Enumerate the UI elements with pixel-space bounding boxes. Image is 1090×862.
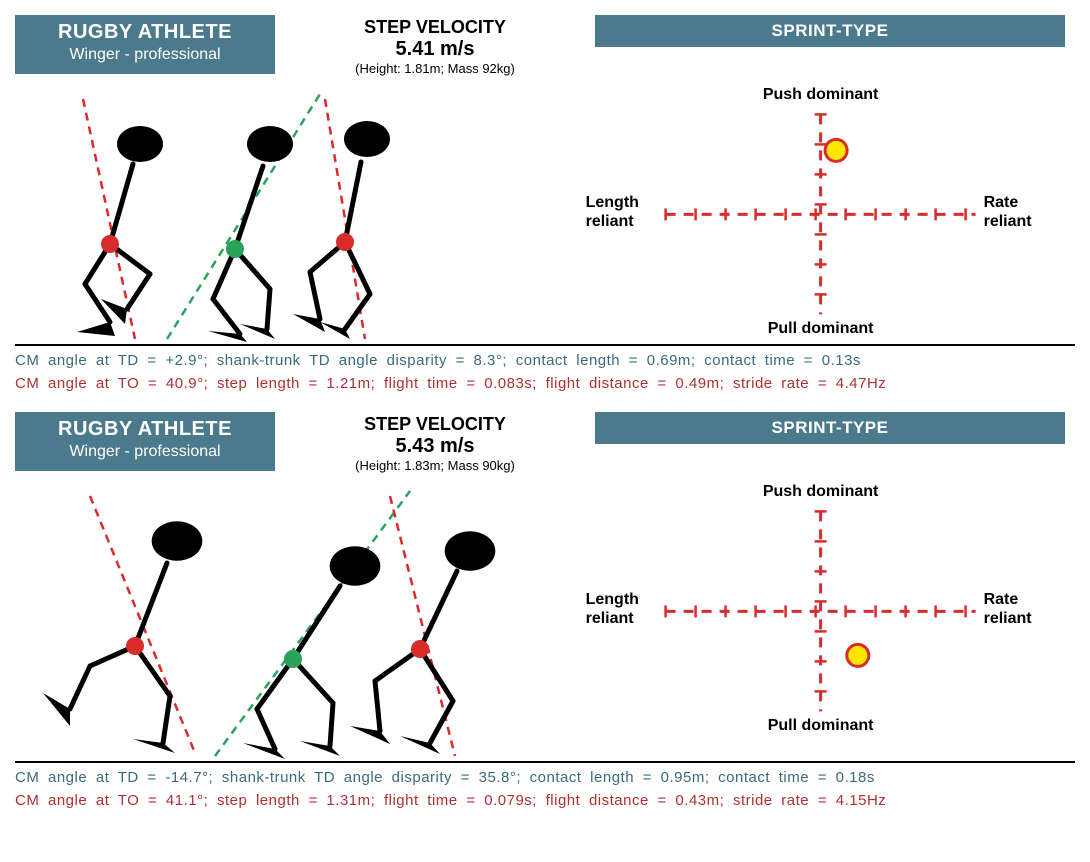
athlete-badge: RUGBY ATHLETE Winger - professional <box>15 412 275 471</box>
axis-label-right: Ratereliant <box>984 591 1062 628</box>
stick-figure-diagram <box>15 74 595 344</box>
sprint-type-header: SPRINT-TYPE <box>595 412 1065 444</box>
figure-cell <box>15 471 595 761</box>
badge-title: RUGBY ATHLETE <box>29 21 261 44</box>
axis-label-bottom: Pull dominant <box>741 320 901 338</box>
figure-cell <box>15 74 595 344</box>
metrics-line-to: CM angle at TO = 40.9°; step length = 1.… <box>15 375 1075 392</box>
velocity-value: 5.41 m/s <box>285 38 585 61</box>
velocity-block: STEP VELOCITY5.43 m/s(Height: 1.83m; Mas… <box>285 412 585 473</box>
velocity-block: STEP VELOCITY5.41 m/s(Height: 1.81m; Mas… <box>285 15 585 76</box>
axis-label-right: Ratereliant <box>984 194 1062 231</box>
panel-header-row: RUGBY ATHLETE Winger - professional STEP V… <box>15 412 1075 473</box>
velocity-value: 5.43 m/s <box>285 435 585 458</box>
velocity-label: STEP VELOCITY <box>285 17 585 38</box>
badge-subtitle: Winger - professional <box>29 443 261 461</box>
panel-body-row: Push dominant Pull dominant Lengthreliant R… <box>15 471 1075 763</box>
athlete-panel: RUGBY ATHLETE Winger - professional STEP V… <box>15 412 1075 809</box>
badge-title: RUGBY ATHLETE <box>29 418 261 441</box>
athlete-panel: RUGBY ATHLETE Winger - professional STEP V… <box>15 15 1075 392</box>
panel-header-row: RUGBY ATHLETE Winger - professional STEP V… <box>15 15 1075 76</box>
panel-body-row: Push dominant Pull dominant Lengthreliant R… <box>15 74 1075 346</box>
metrics-line-to: CM angle at TO = 41.1°; step length = 1.… <box>15 792 1075 809</box>
sprint-type-chart: Push dominantPull dominantLengthreliantR… <box>595 74 1065 344</box>
axis-label-left: Lengthreliant <box>586 194 664 231</box>
metrics-line-td: CM angle at TD = -14.7°; shank-trunk TD … <box>15 769 1075 786</box>
sprint-type-chart: Push dominantPull dominantLengthreliantR… <box>595 471 1065 761</box>
sprint-type-header: SPRINT-TYPE <box>595 15 1065 47</box>
athlete-badge: RUGBY ATHLETE Winger - professional <box>15 15 275 74</box>
axis-label-top: Push dominant <box>741 483 901 501</box>
metrics-line-td: CM angle at TD = +2.9°; shank-trunk TD a… <box>15 352 1075 369</box>
axis-label-bottom: Pull dominant <box>741 717 901 735</box>
stick-figure-diagram <box>15 471 595 761</box>
axis-label-top: Push dominant <box>741 86 901 104</box>
badge-subtitle: Winger - professional <box>29 46 261 64</box>
axis-label-left: Lengthreliant <box>586 591 664 628</box>
velocity-label: STEP VELOCITY <box>285 414 585 435</box>
